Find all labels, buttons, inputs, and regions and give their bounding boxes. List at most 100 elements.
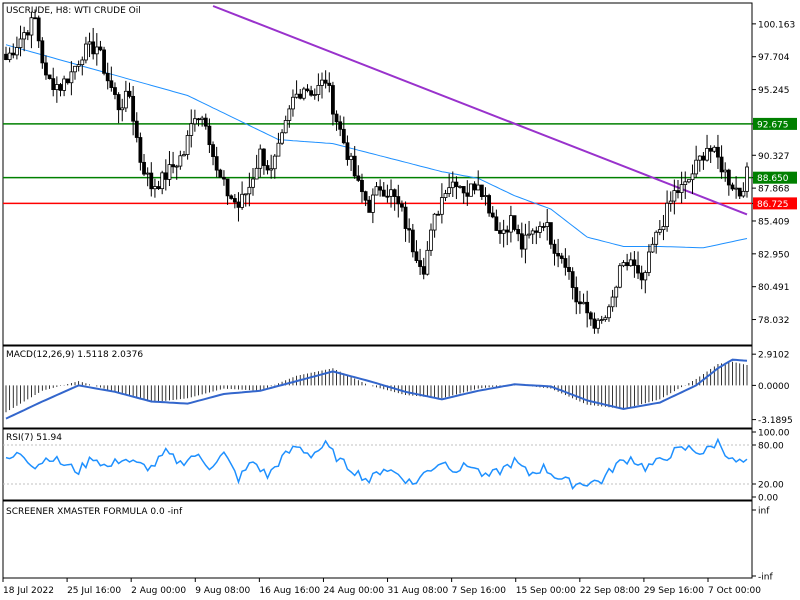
candle [352, 146, 357, 179]
candle [730, 182, 735, 191]
candle-body [174, 165, 179, 168]
candle-body [254, 167, 259, 180]
candle-body [261, 148, 266, 166]
candle-body [142, 161, 146, 175]
candle [203, 113, 208, 130]
candle-body [501, 229, 506, 234]
candle-body [123, 90, 128, 109]
macd-panel[interactable]: 2.9102 0.0000 -3.1895 MACD(12,26,9) 1.5118… [2, 345, 793, 429]
candle-body [200, 117, 205, 120]
rsi-tick-label: 20.00 [758, 481, 784, 491]
candle [18, 25, 23, 57]
screener-panel[interactable]: inf -inf SCREENER XMASTER FORMULA 0.0 -in… [2, 500, 773, 583]
candle [287, 105, 292, 128]
candle-body [54, 84, 59, 91]
candle [505, 225, 510, 246]
candle-body [567, 266, 571, 272]
candle [229, 194, 234, 200]
candle [632, 251, 637, 278]
candle-body [676, 190, 680, 193]
time-tick-label: 18 Jul 2022 [3, 586, 54, 596]
candle [145, 167, 150, 187]
candle-body [127, 90, 132, 97]
candle-body [22, 32, 27, 40]
candle-body [102, 49, 106, 74]
candle-body [472, 183, 477, 191]
candle-body [87, 41, 92, 45]
candle [512, 215, 517, 232]
price-tick-label: 90.327 [758, 152, 790, 162]
candle [33, 9, 37, 20]
candle [40, 37, 45, 69]
candle-body [741, 190, 746, 197]
candle-body [25, 32, 30, 36]
candle-body [552, 243, 557, 254]
candle [414, 240, 419, 264]
candle [370, 188, 375, 224]
time-tick-label: 31 Aug 08:00 [388, 586, 449, 596]
candle-body [745, 166, 749, 192]
candle [469, 183, 473, 197]
candle [647, 244, 651, 277]
candle [610, 289, 615, 312]
candle-body [400, 203, 404, 208]
candle [690, 164, 695, 195]
candle-body [323, 79, 328, 84]
candle-body [389, 189, 393, 197]
candle-body [312, 94, 317, 96]
candle-body [592, 318, 597, 329]
candle-body [519, 233, 524, 250]
candle [578, 290, 582, 314]
candle [91, 27, 96, 60]
candle [185, 130, 190, 160]
candle-body [639, 272, 644, 281]
candle [160, 170, 165, 195]
candle-body [625, 262, 630, 267]
candle [171, 151, 175, 174]
candle [378, 179, 383, 197]
candle-body [378, 186, 383, 191]
price-panel[interactable]: 100.163 97.704 95.245 92.675 90.327 88.65087.… [2, 2, 797, 346]
candle [174, 164, 179, 180]
candle [25, 29, 30, 41]
candle-body [621, 262, 626, 267]
candle-body [236, 201, 241, 208]
rsi-panel[interactable]: 100.00 80.00 20.00 0.00 RSI(7) 51.94 [2, 428, 790, 504]
candle [218, 168, 223, 178]
candle-body [91, 41, 96, 55]
candle [156, 180, 161, 190]
candle-body [498, 230, 502, 234]
candle-body [603, 317, 608, 320]
candle [676, 180, 680, 199]
candle-body [301, 88, 306, 99]
candle-body [109, 80, 114, 88]
candle [548, 222, 553, 249]
candle [621, 260, 626, 268]
candle-body [701, 155, 706, 161]
candle [701, 151, 706, 170]
candle [654, 230, 659, 254]
candle-body [578, 301, 582, 305]
candle [487, 193, 492, 217]
candle [639, 265, 644, 290]
horizontal-levels [3, 123, 752, 205]
candle-body [461, 186, 466, 194]
candle-body [320, 79, 324, 86]
candle [563, 248, 568, 276]
candle [200, 115, 205, 127]
candle [599, 315, 604, 324]
price-tick-label: 82.950 [758, 250, 790, 260]
level-price-label: 92.675 [757, 120, 789, 130]
price-panel-title: USCRUDE, H8: WTI CRUDE Oil [6, 6, 141, 16]
candle [149, 162, 154, 197]
candle-body [349, 155, 353, 160]
time-axis: 18 Jul 2022 25 Jul 16:00 2 Aug 00:00 9 Aug … [2, 578, 761, 596]
candle [418, 248, 422, 275]
candle-body [18, 38, 23, 48]
candle [134, 112, 139, 143]
candle [214, 146, 219, 178]
candle [588, 311, 593, 326]
candle [102, 46, 106, 76]
candle-body [599, 319, 604, 321]
